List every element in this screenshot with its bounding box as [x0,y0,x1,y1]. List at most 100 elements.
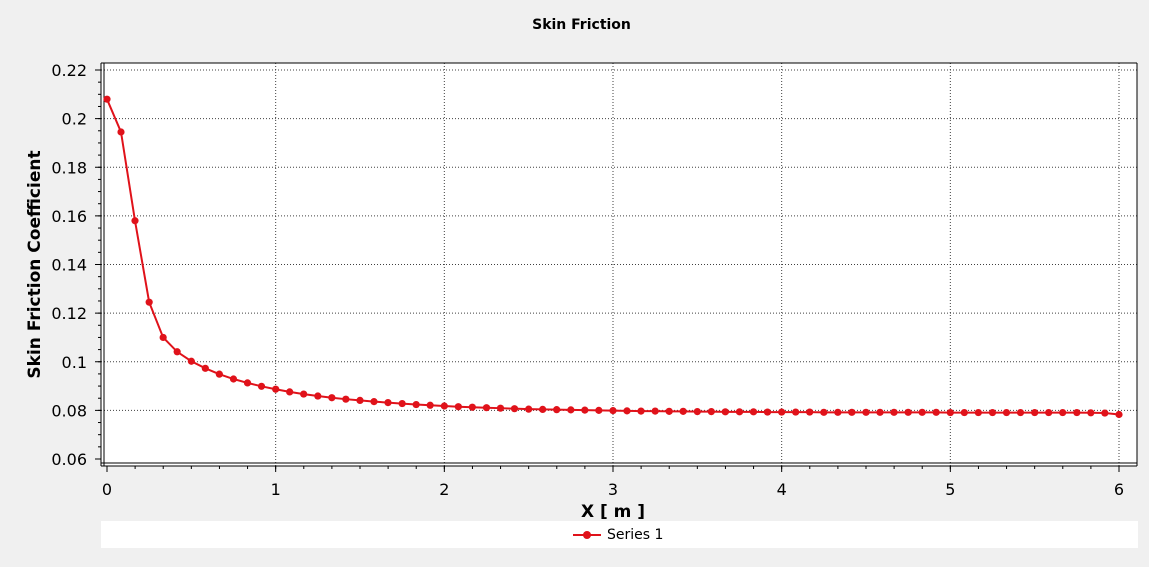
data-point [1087,409,1095,417]
data-point [904,408,912,416]
data-point [272,385,280,393]
legend-item-series-1[interactable]: Series 1 [573,527,663,543]
legend-marker-icon [573,529,601,541]
data-point [342,395,350,403]
data-point [328,394,336,402]
data-point [1016,408,1025,417]
x-tick-label: 0 [102,480,112,499]
data-point [496,404,505,412]
y-tick-label: 0.08 [51,401,87,420]
y-tick-label: 0.06 [51,450,87,469]
chart-title: Skin Friction [532,17,631,33]
data-point [539,405,547,414]
data-point [665,407,673,415]
x-tick-label: 1 [271,480,281,499]
data-point [426,401,434,409]
data-point [862,408,870,416]
data-point [1045,408,1053,417]
data-point [412,400,420,409]
data-point [876,408,884,416]
data-point [1073,408,1081,417]
data-point [763,408,772,416]
x-tick-label: 3 [608,480,618,499]
y-tick-label: 0.12 [51,304,87,323]
data-point [131,217,139,225]
data-point [454,403,462,411]
data-point [595,406,603,414]
data-point [314,392,322,400]
data-point [243,379,252,387]
y-tick-label: 0.1 [62,353,87,372]
data-point [1031,408,1039,417]
x-tick-label: 6 [1114,480,1124,499]
axes [95,62,1138,472]
data-point [693,407,701,416]
data-point [707,407,715,416]
data-point [525,405,533,413]
x-axis-title: X [ m ] [581,502,645,522]
y-tick-label: 0.16 [51,207,87,226]
data-point [103,95,111,103]
data-point [201,364,209,372]
data-point [932,408,940,416]
tick-labels: 0 1 2 3 4 5 6 0.06 0.08 0.1 0.12 0.14 0.16 0.18 0.2 0.2… [51,61,1124,499]
data-point [370,398,378,406]
data-point [792,408,800,416]
data-point [637,407,645,415]
y-tick-label: 0.2 [62,110,87,129]
data-point [848,408,856,416]
grid-lines [101,63,1137,466]
data-point [890,408,898,416]
data-point [510,405,519,413]
data-point [482,404,491,412]
series-layer [103,95,1123,419]
y-tick-label: 0.22 [51,61,87,80]
x-tick-label: 2 [439,480,449,499]
data-point [398,399,406,408]
x-tick-label: 5 [945,480,955,499]
data-point [609,407,617,415]
data-point [581,406,589,414]
plot-area [101,63,1137,466]
data-point [468,403,476,411]
legend-label: Series 1 [607,527,664,543]
data-point [1115,410,1123,419]
data-point [145,298,153,306]
data-point [778,408,786,416]
data-point [946,408,954,417]
data-point [159,333,167,342]
data-point [187,357,195,365]
data-point [721,408,729,416]
data-point [215,370,223,378]
data-point [384,398,392,407]
x-tick-label: 4 [777,480,787,499]
y-tick-label: 0.14 [51,256,87,275]
data-point [806,408,814,416]
data-point [623,407,631,415]
data-point [440,402,448,410]
data-point [735,408,744,416]
data-point [834,408,842,416]
data-point [173,348,181,356]
data-point [257,382,266,390]
data-point [679,407,687,415]
y-axis-title: Skin Friction Coefficient [25,150,45,378]
data-point [820,408,828,416]
data-point [286,388,294,396]
data-point [918,408,926,416]
data-point [567,406,575,414]
data-point [651,407,659,415]
data-point [974,408,982,417]
data-point [117,128,125,136]
data-point [1059,408,1067,417]
data-point [356,396,364,405]
data-point [1002,408,1011,417]
data-point [1101,409,1109,417]
data-point [553,406,561,414]
data-point [988,408,997,417]
y-tick-label: 0.18 [51,158,87,177]
data-point [300,390,308,398]
legend: Series 1 [101,521,1138,548]
data-point [749,408,758,416]
